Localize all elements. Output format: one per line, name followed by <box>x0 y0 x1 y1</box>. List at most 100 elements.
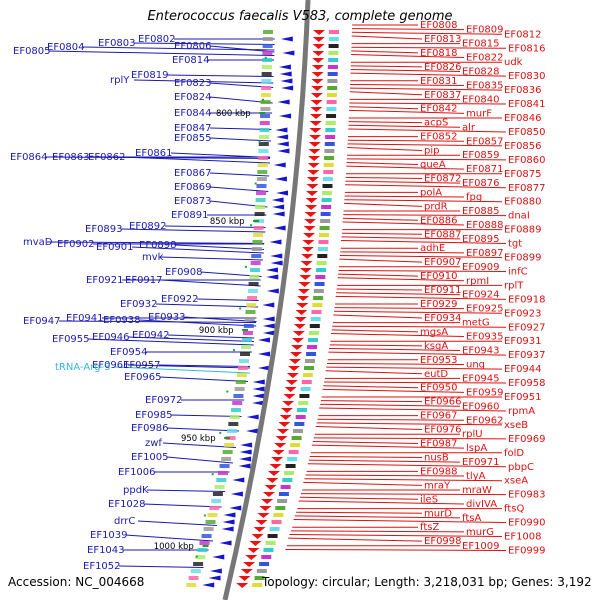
right-connector-line <box>298 500 465 505</box>
right-connector-line <box>347 143 503 147</box>
left-label-trna-arg-3: tRNA-Arg-3 <box>55 362 110 373</box>
forward-strand-gene-arrow <box>310 107 323 112</box>
functional-category-block <box>258 142 269 146</box>
functional-category-block <box>228 422 239 426</box>
functional-category-block <box>236 373 247 377</box>
functional-category-block <box>320 212 331 216</box>
forward-strand-gene-arrow <box>267 471 280 476</box>
right-connector-line <box>344 199 503 203</box>
right-connector-line <box>351 46 507 49</box>
functional-category-block <box>261 65 272 69</box>
forward-strand-gene-arrow <box>245 555 258 560</box>
right-connector-line <box>348 121 423 124</box>
right-connector-line <box>342 217 419 221</box>
functional-category-block <box>321 198 332 202</box>
functional-category-block <box>322 177 333 181</box>
right-connector-line <box>348 124 461 128</box>
right-connector-line <box>346 162 419 165</box>
right-label-ksga: ksgA <box>424 341 448 352</box>
reverse-strand-gene-arrow <box>266 288 279 294</box>
reverse-strand-gene-arrow <box>276 190 289 196</box>
left-label-ef0901: EF0901 <box>96 242 134 253</box>
left-label-ef0932: EF0932 <box>120 299 158 310</box>
forward-strand-gene-arrow <box>299 268 312 273</box>
reverse-strand-gene-arrow <box>279 71 292 77</box>
reverse-strand-gene-arrow <box>212 554 225 560</box>
functional-category-block <box>310 317 321 321</box>
forward-strand-gene-arrow <box>295 310 308 315</box>
right-label-nusb: nusB <box>424 452 449 463</box>
left-label-ef0864: EF0864 <box>10 152 48 163</box>
left-label-ef1005: EF1005 <box>131 452 169 463</box>
left-label-drrc: drrC <box>114 516 135 527</box>
functional-category-block <box>275 506 286 510</box>
right-label-ef0835: EF0835 <box>466 80 504 91</box>
functional-category-block <box>285 464 296 468</box>
forward-strand-gene-arrow <box>303 226 316 231</box>
left-connector-line <box>137 520 218 526</box>
reverse-strand-gene-arrow <box>270 260 283 266</box>
right-connector-line <box>316 422 503 426</box>
left-connector-line <box>167 334 255 339</box>
connector-lines <box>45 24 507 568</box>
left-connector-line <box>138 319 257 327</box>
right-label-mray: mraY <box>424 480 451 491</box>
functional-category-block <box>319 233 330 237</box>
right-connector-line <box>329 348 461 351</box>
functional-category-block <box>188 576 199 580</box>
right-label-ef0907: EF0907 <box>424 257 462 268</box>
left-connector-line <box>146 489 226 492</box>
right-label-ef0822: EF0822 <box>466 53 504 64</box>
right-connector-line <box>307 463 507 468</box>
functional-category-block <box>277 499 288 503</box>
functional-category-block <box>197 548 208 552</box>
right-label-rpma: rpmA <box>508 406 535 417</box>
functional-category-block <box>328 37 339 41</box>
right-connector-line <box>351 35 423 40</box>
functional-category-block <box>317 247 328 251</box>
right-label-pola: polA <box>420 187 442 198</box>
forward-strand-gene-arrow <box>312 37 325 42</box>
functional-category-block <box>313 296 324 300</box>
reverse-strand-gene-arrow <box>257 365 270 371</box>
functional-category-block <box>267 534 278 538</box>
right-label-ef0840: EF0840 <box>462 94 500 105</box>
scale-mark-label: 900 kbp <box>199 326 234 336</box>
left-label-ef0867: EF0867 <box>174 168 212 179</box>
left-connector-line <box>209 172 270 177</box>
left-label-ef0873: EF0873 <box>174 196 212 207</box>
right-label-ef0828: EF0828 <box>462 67 500 78</box>
left-label-ef0861: EF0861 <box>135 148 173 159</box>
right-label-ef0937: EF0937 <box>508 350 546 361</box>
genome-title: Enterococcus faecalis V583, complete gen… <box>147 9 453 24</box>
reverse-strand-gene-arrow <box>246 414 259 420</box>
left-connector-line <box>162 442 236 448</box>
right-label-fold: folD <box>504 448 524 459</box>
right-label-ef0826: EF0826 <box>424 62 462 73</box>
forward-strand-gene-arrow <box>310 114 323 119</box>
right-label-acps: acpS <box>424 118 448 129</box>
right-label-ef0983: EF0983 <box>508 490 546 501</box>
forward-strand-gene-arrow <box>311 86 324 91</box>
functional-category-block <box>259 562 270 566</box>
left-label-ef0847: EF0847 <box>174 123 212 134</box>
reverse-strand-gene-arrow <box>265 267 278 273</box>
scale-tick <box>242 329 249 331</box>
right-connector-line <box>350 65 423 68</box>
forward-strand-gene-arrow <box>291 338 304 343</box>
functional-category-block <box>233 394 244 398</box>
left-connector-line <box>143 503 222 508</box>
forward-strand-gene-arrow <box>292 331 305 336</box>
left-label-ef0947: EF0947 <box>23 316 61 327</box>
left-label-zwf: zwf <box>145 438 162 449</box>
functional-category-block <box>294 422 305 426</box>
functional-category-block <box>259 128 270 132</box>
right-label-ef0918: EF0918 <box>508 294 546 305</box>
functional-category-block <box>246 303 257 307</box>
left-label-ef0933: EF0933 <box>148 312 186 323</box>
forward-strand-gene-arrow <box>280 408 293 413</box>
right-label-ef0960: EF0960 <box>462 401 500 412</box>
right-label-ef0999: EF0999 <box>508 545 546 556</box>
